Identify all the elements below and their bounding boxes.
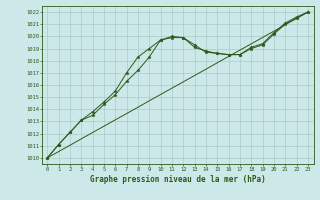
X-axis label: Graphe pression niveau de la mer (hPa): Graphe pression niveau de la mer (hPa) — [90, 175, 266, 184]
